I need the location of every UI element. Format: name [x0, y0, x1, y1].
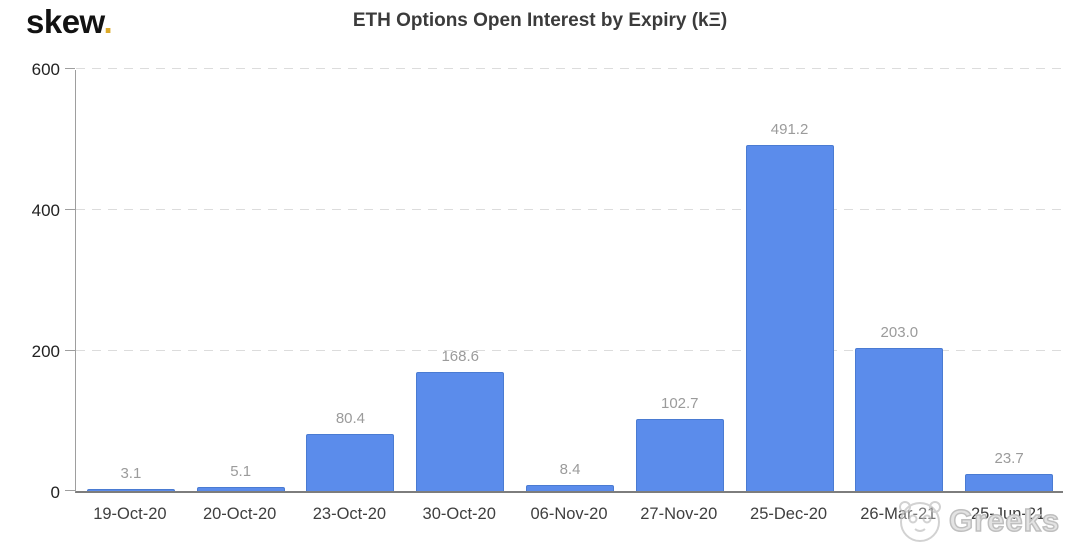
- x-axis-label-27-Nov-20: 27-Nov-20: [640, 505, 718, 523]
- skew-logo-text: skew: [26, 3, 104, 40]
- bar-value-label: 102.7: [660, 394, 699, 412]
- bar-20-Oct-20[interactable]: [196, 487, 285, 491]
- bar-value-label: 23.7: [994, 450, 1024, 468]
- bar-value-label: 8.4: [559, 461, 581, 479]
- x-axis-label-19-Oct-20: 19-Oct-20: [93, 505, 167, 523]
- bar-value-label: 203.0: [880, 323, 919, 341]
- x-axis-label-25-Dec-20: 25-Dec-20: [750, 505, 828, 523]
- bar-value-label: 168.6: [441, 348, 479, 366]
- y-axis-label-200: 200: [31, 342, 60, 361]
- bar-25-Jun-21[interactable]: [965, 474, 1054, 491]
- bar-value-label: 80.4: [335, 410, 366, 428]
- gridline-600: [76, 68, 1063, 69]
- bar-value-label: 3.1: [120, 464, 142, 482]
- x-axis-label-20-Oct-20: 20-Oct-20: [202, 505, 277, 523]
- y-axis-label-400: 400: [31, 201, 60, 220]
- gridline-400: [76, 209, 1063, 210]
- x-axis-label-26-Mar-21: 26-Mar-21: [860, 505, 937, 523]
- y-tick-200: [65, 350, 75, 351]
- plot-area: 3.1 5.1 80.4 168.6 8.4 102.7 491.2 203.0 23.7: [65, 68, 1063, 493]
- bar-30-Oct-20[interactable]: [416, 372, 505, 491]
- skew-logo: skew.: [26, 2, 113, 42]
- chart-title: ETH Options Open Interest by Expiry (kΞ): [352, 10, 728, 31]
- bar-value-label: 5.1: [230, 463, 252, 481]
- bar-value-label: 491.2: [770, 120, 809, 138]
- y-tick-0: [65, 490, 75, 491]
- y-tick-600: [65, 68, 75, 69]
- bar-19-Oct-20[interactable]: [86, 488, 175, 491]
- x-axis-label-06-Nov-20: 06-Nov-20: [530, 505, 608, 523]
- bar-06-Nov-20[interactable]: [526, 485, 614, 491]
- y-tick-400: [65, 209, 75, 210]
- x-axis-label-25-Jun-21: 25-Jun-21: [970, 505, 1046, 523]
- y-axis-label-0: 0: [50, 483, 60, 502]
- x-axis-label-23-Oct-20: 23-Oct-20: [312, 505, 387, 523]
- y-axis-label-600: 600: [31, 60, 60, 79]
- bar-27-Nov-20[interactable]: [635, 418, 724, 491]
- x-axis-label-30-Oct-20: 30-Oct-20: [422, 505, 496, 523]
- bar-26-Mar-21[interactable]: [855, 347, 944, 491]
- skew-logo-dot: .: [103, 3, 113, 40]
- bar-23-Oct-20[interactable]: [306, 434, 395, 491]
- bar-25-Dec-20[interactable]: [745, 144, 834, 491]
